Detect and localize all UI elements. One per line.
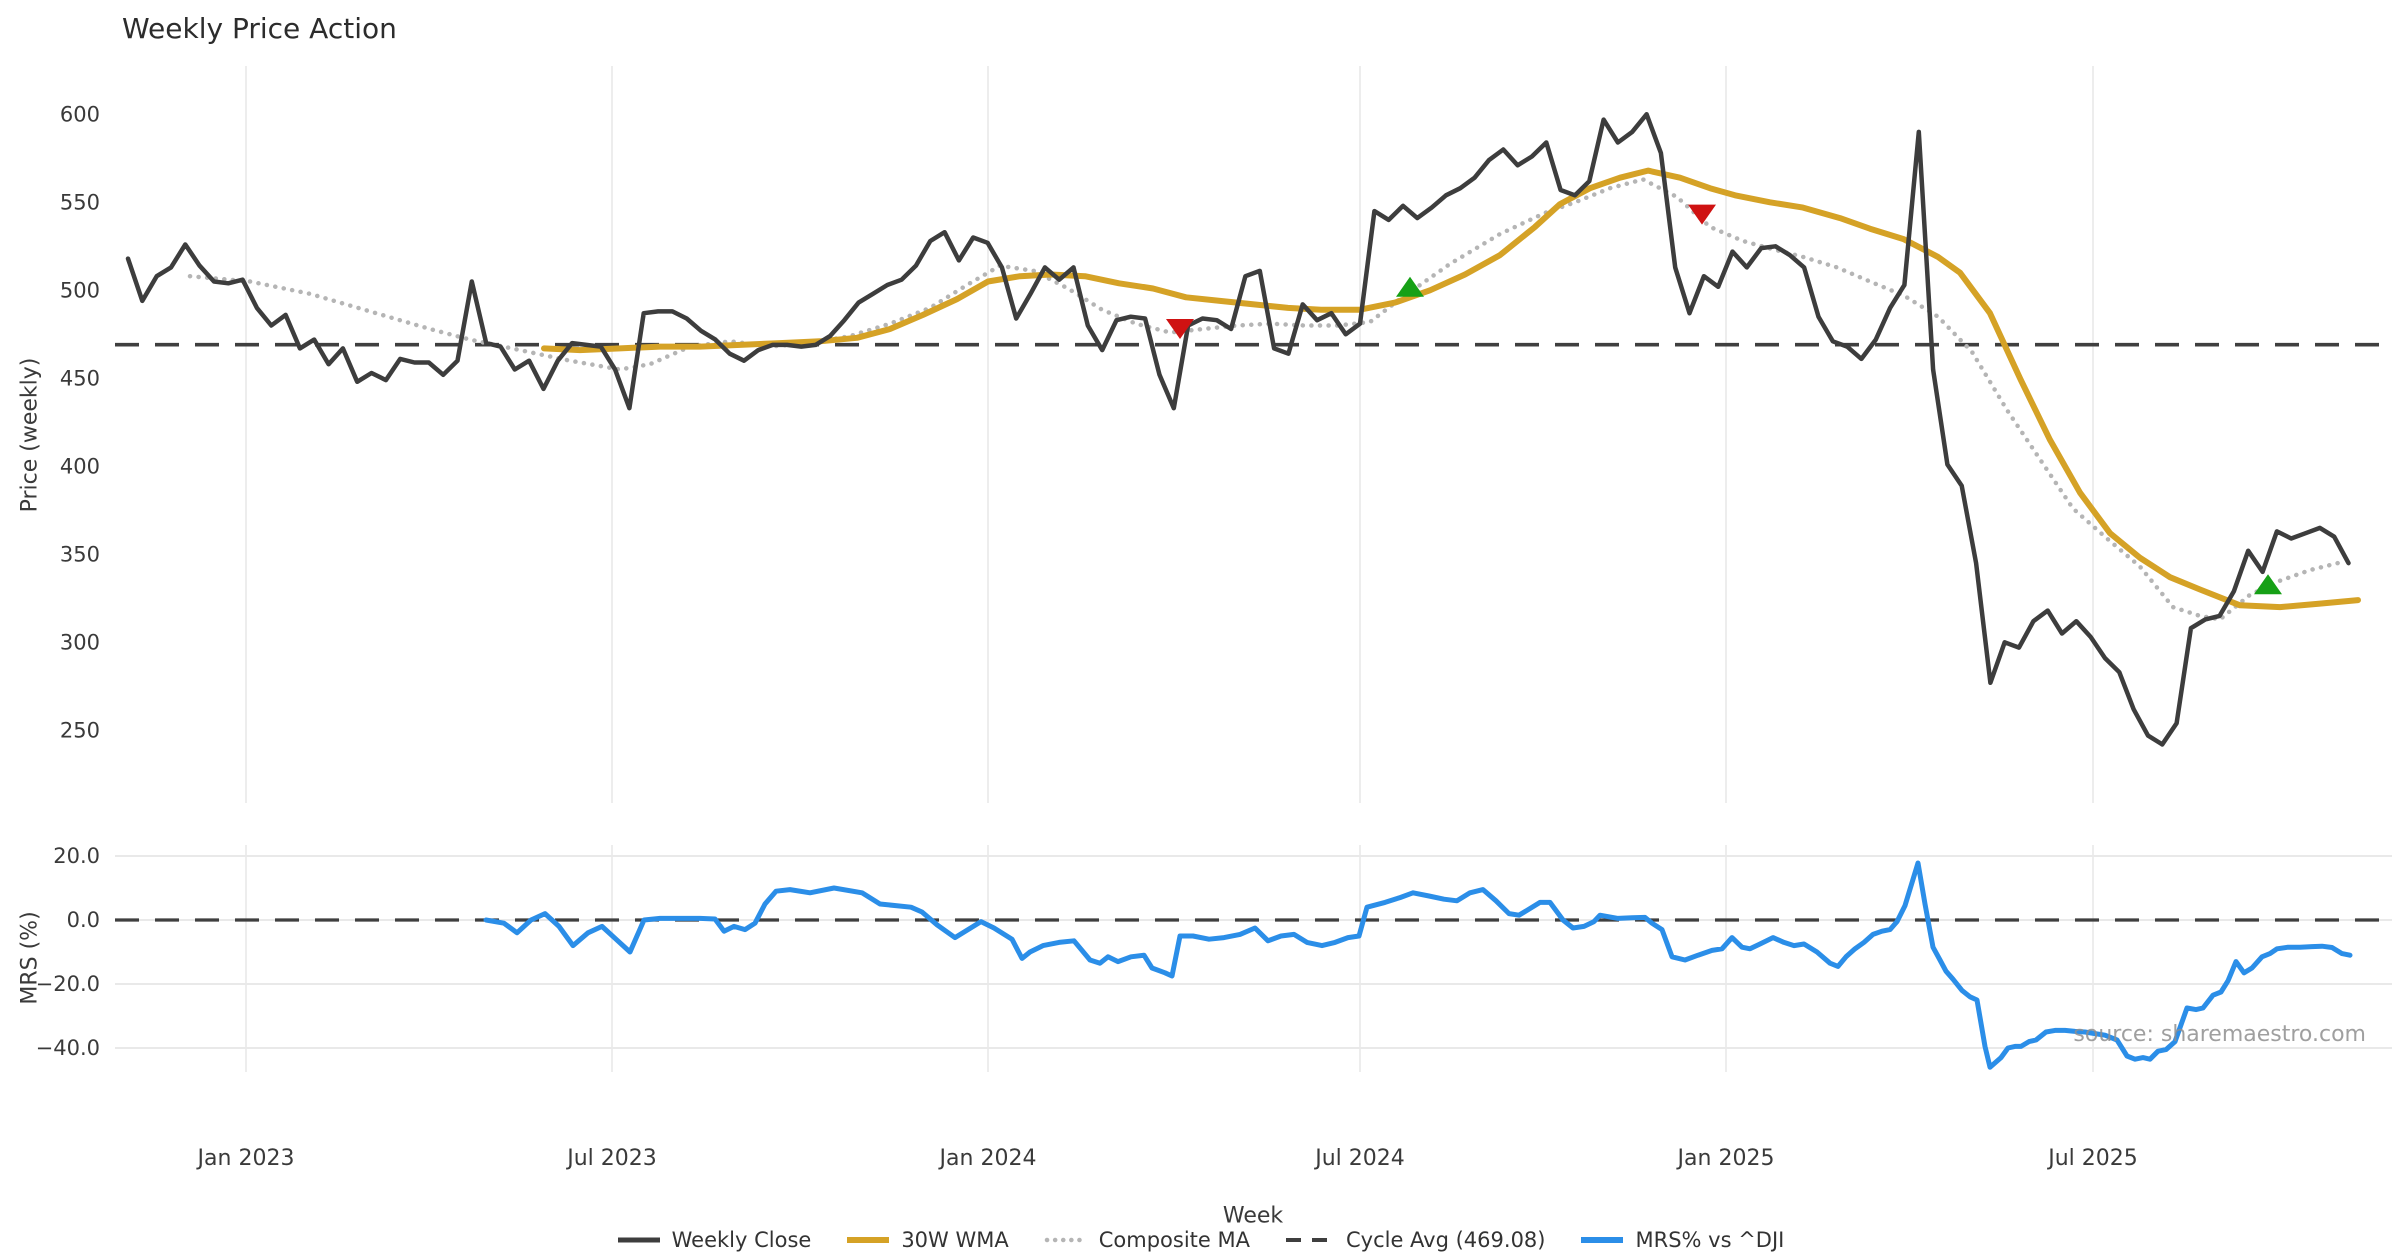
weekly-close-swatch-icon (617, 1237, 660, 1243)
weekly-close-line (125, 112, 2351, 747)
price-tick-label: 450 (60, 366, 100, 390)
composite-ma-line (187, 177, 2348, 622)
price-axis-label: Price (weekly) (17, 357, 43, 513)
mrs-swatch-icon (1581, 1237, 1624, 1243)
price-tick-label: 250 (60, 718, 100, 742)
mrs-tick-label: 20.0 (53, 844, 100, 868)
month-tick-label: Jul 2025 (2046, 1146, 2138, 1171)
price-tick-label: 400 (60, 454, 100, 478)
legend-label: 30W WMA (901, 1228, 1009, 1252)
sell-signal-marker (1166, 319, 1194, 340)
wma-line (541, 167, 2361, 611)
price-tick-label: 600 (60, 102, 100, 126)
price-tick-label: 350 (60, 542, 100, 566)
legend-label: MRS% vs ^DJI (1635, 1228, 1785, 1252)
month-tick-label: Jan 2025 (1676, 1146, 1775, 1171)
mrs-tick-label: −20.0 (36, 972, 100, 996)
legend-item-mrs: MRS% vs ^DJI (1579, 1228, 1784, 1252)
legend-label: Cycle Avg (469.08) (1345, 1228, 1546, 1252)
legend-item-cycle-avg: Cycle Avg (469.08) (1284, 1228, 1546, 1252)
sell-signal-marker (1688, 204, 1716, 225)
legend-item-weekly-close: Weekly Close (616, 1228, 812, 1252)
legend-label: Composite MA (1098, 1228, 1250, 1252)
month-tick-label: Jul 2023 (565, 1146, 657, 1171)
price-tick-label: 550 (60, 190, 100, 214)
month-tick-label: Jul 2024 (1313, 1146, 1405, 1171)
mrs-axis-label: MRS (%) (17, 911, 43, 1005)
mrs-tick-label: 0.0 (67, 908, 100, 932)
legend-item-wma: 30W WMA (845, 1228, 1009, 1252)
mrs-line (483, 860, 2353, 1070)
wma-swatch-icon (847, 1237, 890, 1243)
buy-signal-marker (2254, 574, 2282, 595)
legend: Weekly Close 30W WMA Composite MA Cycle … (0, 1228, 2400, 1252)
month-tick-label: Jan 2024 (938, 1146, 1037, 1171)
cycle-avg-swatch-icon (1285, 1238, 1334, 1242)
month-tick-label: Jan 2023 (196, 1146, 295, 1171)
price-tick-label: 500 (60, 278, 100, 302)
composite-swatch-icon (1044, 1237, 1089, 1243)
legend-item-composite: Composite MA (1043, 1228, 1250, 1252)
mrs-tick-label: −40.0 (36, 1036, 100, 1060)
price-tick-label: 300 (60, 630, 100, 654)
legend-label: Weekly Close (671, 1228, 812, 1252)
watermark: source: sharemaestro.com (2073, 1022, 2366, 1047)
page-title: Weekly Price Action (122, 12, 397, 45)
week-axis-label: Week (1222, 1203, 1284, 1229)
buy-signal-marker (1396, 276, 1424, 297)
